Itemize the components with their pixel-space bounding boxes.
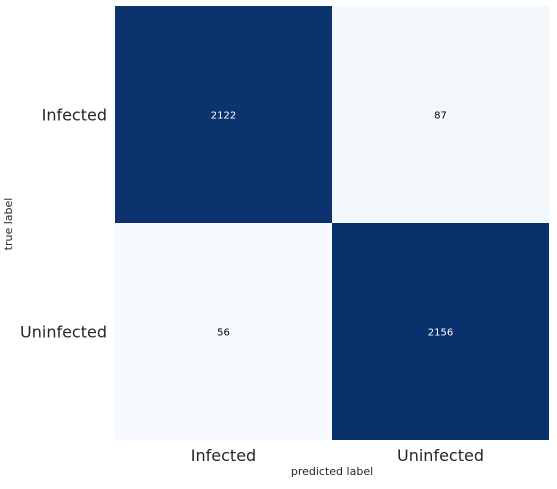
x-tick-label: Uninfected bbox=[397, 446, 484, 465]
cell-annotations: 2122 87 56 2156 bbox=[211, 111, 453, 339]
y-tick-label: Uninfected bbox=[20, 323, 107, 342]
heatmap-cells bbox=[115, 6, 549, 440]
heatmap-cell bbox=[115, 223, 332, 440]
cell-value-label: 87 bbox=[434, 111, 447, 122]
x-tick-labels: Infected Uninfected bbox=[191, 446, 484, 465]
cell-value-label: 2122 bbox=[211, 111, 236, 122]
x-tick-label: Infected bbox=[191, 446, 256, 465]
heatmap-cell bbox=[332, 6, 549, 223]
x-axis-label: predicted label bbox=[291, 465, 373, 478]
y-tick-labels: Infected Uninfected bbox=[20, 106, 107, 342]
y-axis-label: true label bbox=[2, 198, 15, 251]
y-tick-label: Infected bbox=[42, 106, 107, 125]
heatmap-cell bbox=[332, 223, 549, 440]
cell-value-label: 56 bbox=[217, 328, 230, 339]
heatmap-cell bbox=[115, 6, 332, 223]
cell-value-label: 2156 bbox=[428, 328, 453, 339]
